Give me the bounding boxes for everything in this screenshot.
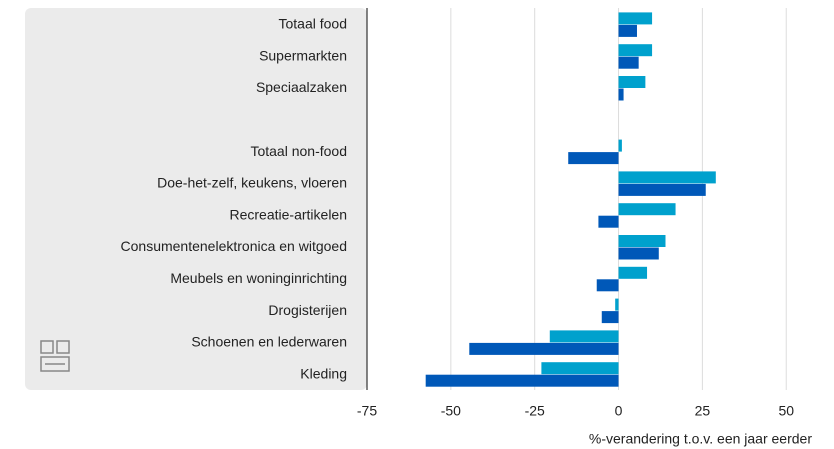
- y-tick-label: Kleding: [300, 365, 347, 381]
- bar: [618, 24, 637, 37]
- y-tick-label: Totaal non-food: [250, 143, 347, 159]
- y-tick-label: Consumentenelektronica en witgoed: [121, 238, 347, 254]
- bar: [568, 152, 619, 165]
- y-tick-label: Drogisterijen: [268, 302, 347, 318]
- y-tick-label: Totaal food: [279, 16, 348, 32]
- bar: [618, 12, 653, 25]
- bar: [618, 44, 653, 57]
- y-tick-label: Meubels en woninginrichting: [170, 270, 347, 286]
- bar: [618, 235, 666, 247]
- bar: [618, 76, 646, 88]
- bar: [618, 88, 624, 101]
- bar: [469, 342, 619, 355]
- x-tick-label: -25: [525, 403, 545, 419]
- bar: [549, 330, 619, 343]
- x-tick-label: 50: [778, 403, 794, 419]
- bar: [601, 311, 619, 324]
- x-tick-label: 25: [695, 403, 711, 419]
- bar: [596, 279, 619, 292]
- y-tick-label: Recreatie-artikelen: [230, 206, 348, 222]
- bar: [541, 362, 619, 375]
- bar: [618, 203, 676, 216]
- bar: [598, 215, 619, 228]
- x-tick-label: -75: [357, 403, 377, 419]
- x-axis-title: %-verandering t.o.v. een jaar eerder: [589, 431, 812, 447]
- bar: [618, 183, 706, 196]
- y-tick-label: Speciaalzaken: [256, 79, 347, 95]
- bar: [618, 171, 716, 184]
- bar: [615, 298, 619, 311]
- logo: [40, 340, 70, 372]
- y-tick-label: Schoenen en lederwaren: [191, 334, 347, 350]
- bar: [618, 266, 648, 279]
- bar: [618, 247, 659, 260]
- label-panel: [25, 8, 367, 390]
- y-tick-label: Supermarkten: [259, 47, 347, 63]
- bar: [618, 56, 639, 69]
- bar: [618, 139, 622, 152]
- x-tick-label: -50: [441, 403, 461, 419]
- x-tick-label: 0: [615, 403, 623, 419]
- y-tick-label: Doe-het-zelf, keukens, vloeren: [157, 175, 347, 191]
- bar: [425, 374, 619, 387]
